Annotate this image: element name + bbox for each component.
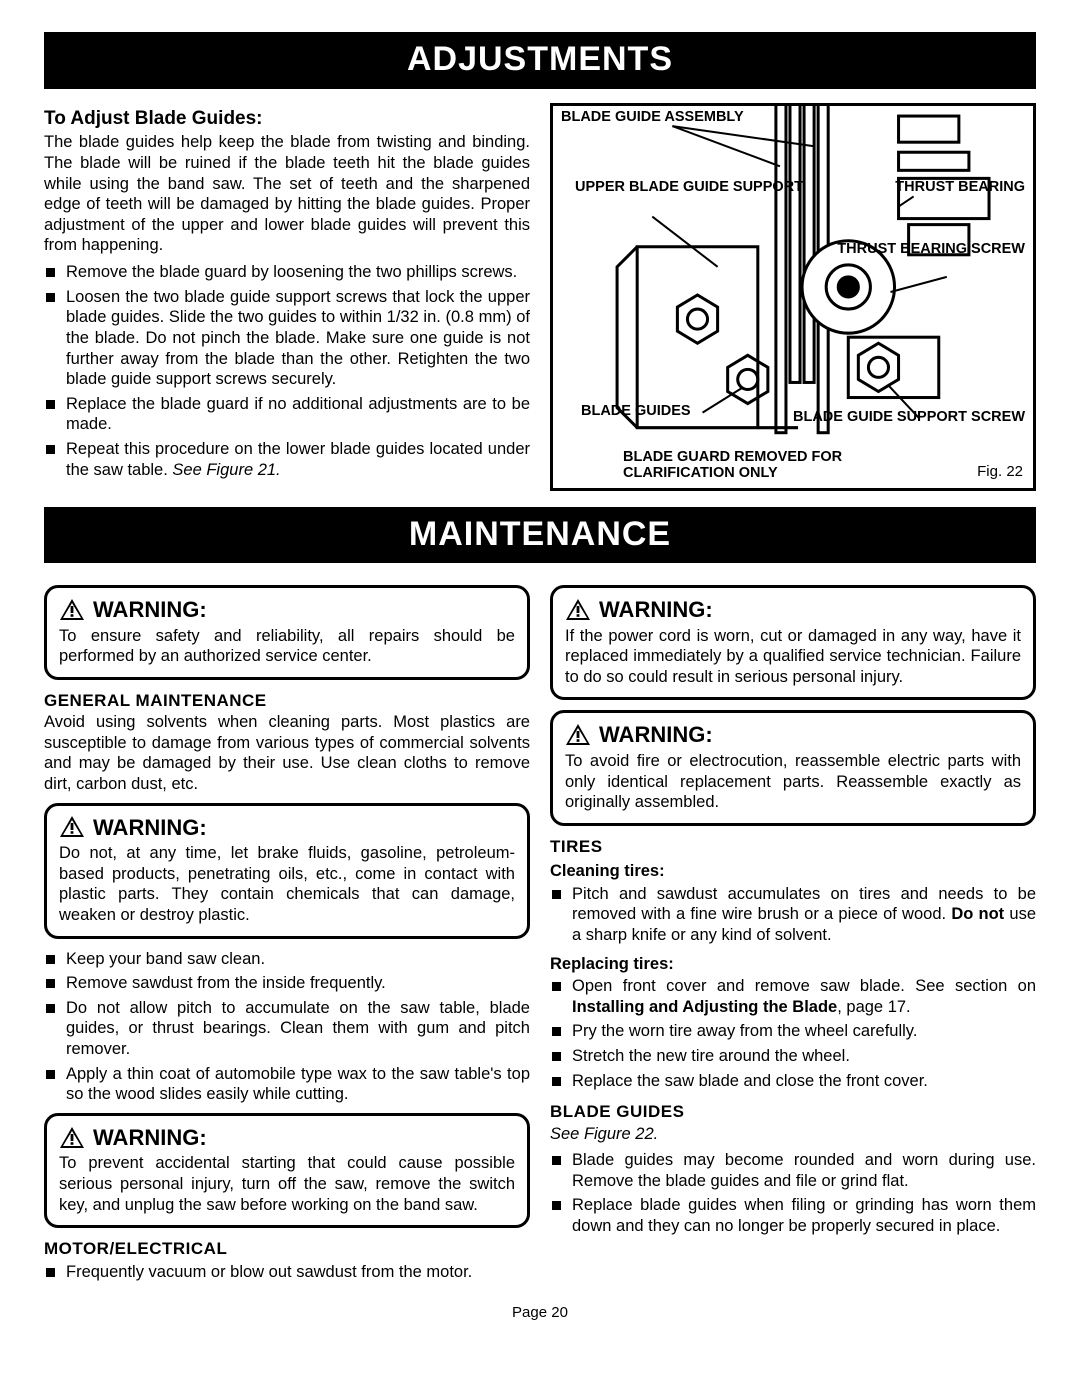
label-blade-guide-assembly: BLADE GUIDE ASSEMBLY: [561, 110, 744, 126]
label-thrust-bearing: THRUST BEARING: [895, 180, 1025, 196]
list-item: Frequently vacuum or blow out sawdust fr…: [44, 1262, 530, 1283]
adjustments-text-col: To Adjust Blade Guides: The blade guides…: [44, 103, 530, 491]
figure-col: BLADE GUIDE ASSEMBLY UPPER BLADE GUIDE S…: [550, 103, 1036, 491]
page-number: Page 20: [44, 1304, 1036, 1323]
general-maintenance-heading: GENERAL MAINTENANCE: [44, 690, 530, 711]
warning-triangle-icon: [59, 815, 85, 839]
text-bold: Do not: [951, 905, 1004, 923]
warning-label: WARNING:: [93, 1124, 207, 1152]
motor-bullets: Frequently vacuum or blow out sawdust fr…: [44, 1262, 530, 1283]
warning-label: WARNING:: [93, 596, 207, 624]
adjust-bullets: Remove the blade guard by loosening the …: [44, 262, 530, 480]
label-blade-guides: BLADE GUIDES: [581, 404, 691, 420]
list-item: Stretch the new tire around the wheel.: [550, 1046, 1036, 1067]
maintenance-left-col: WARNING: To ensure safety and reliabilit…: [44, 577, 530, 1290]
list-item: Remove the blade guard by loosening the …: [44, 262, 530, 283]
text: Open front cover and remove saw blade. S…: [572, 977, 1036, 995]
figure-caption: Fig. 22: [977, 463, 1023, 482]
warning-box: WARNING: Do not, at any time, let brake …: [44, 803, 530, 939]
warning-triangle-icon: [565, 723, 591, 747]
list-item-text: Repeat this procedure on the lower blade…: [66, 440, 530, 479]
warning-head: WARNING:: [59, 1124, 515, 1152]
adjust-intro: The blade guides help keep the blade fro…: [44, 132, 530, 256]
warning-head: WARNING:: [565, 721, 1021, 749]
warning-box: WARNING: To prevent accidental starting …: [44, 1113, 530, 1228]
list-item: Pitch and sawdust accumulates on tires a…: [550, 884, 1036, 946]
warning-triangle-icon: [565, 598, 591, 622]
replacing-tires-heading: Replacing tires:: [550, 954, 1036, 975]
list-item: Replace blade guides when filing or grin…: [550, 1195, 1036, 1236]
general-bullets: Keep your band saw clean. Remove sawdust…: [44, 949, 530, 1105]
warning-head: WARNING:: [565, 596, 1021, 624]
label-blade-guide-support-screw: BLADE GUIDE SUPPORT SCREW: [793, 410, 1025, 426]
list-item: Do not allow pitch to accumulate on the …: [44, 998, 530, 1060]
blade-guide-diagram-icon: [553, 106, 1033, 488]
adjustments-row: To Adjust Blade Guides: The blade guides…: [44, 103, 1036, 491]
section-banner-maintenance: MAINTENANCE: [44, 507, 1036, 564]
warning-label: WARNING:: [599, 721, 713, 749]
cleaning-tires-bullets: Pitch and sawdust accumulates on tires a…: [550, 884, 1036, 946]
warning-text: To prevent accidental starting that coul…: [59, 1153, 515, 1215]
label-thrust-bearing-screw: THRUST BEARING SCREW: [837, 242, 1025, 258]
warning-text: To ensure safety and reliability, all re…: [59, 626, 515, 667]
blade-guides-bullets: Blade guides may become rounded and worn…: [550, 1150, 1036, 1237]
warning-text: If the power cord is worn, cut or damage…: [565, 626, 1021, 688]
maintenance-row: WARNING: To ensure safety and reliabilit…: [44, 577, 1036, 1290]
list-item: Keep your band saw clean.: [44, 949, 530, 970]
text-bold: Installing and Adjusting the Blade: [572, 998, 837, 1016]
list-item: Replace the saw blade and close the fron…: [550, 1071, 1036, 1092]
warning-label: WARNING:: [599, 596, 713, 624]
maintenance-right-col: WARNING: If the power cord is worn, cut …: [550, 577, 1036, 1290]
warning-text: To avoid fire or electrocution, reassemb…: [565, 751, 1021, 813]
general-maintenance-para: Avoid using solvents when cleaning parts…: [44, 712, 530, 795]
motor-electrical-heading: MOTOR/ELECTRICAL: [44, 1238, 530, 1259]
warning-box: WARNING: If the power cord is worn, cut …: [550, 585, 1036, 700]
list-item: Open front cover and remove saw blade. S…: [550, 976, 1036, 1017]
warning-text: Do not, at any time, let brake fluids, g…: [59, 843, 515, 926]
list-item: Replace the blade guard if no additional…: [44, 394, 530, 435]
warning-box: WARNING: To avoid fire or electrocution,…: [550, 710, 1036, 825]
adjust-blade-guides-heading: To Adjust Blade Guides:: [44, 107, 530, 131]
replacing-tires-bullets: Open front cover and remove saw blade. S…: [550, 976, 1036, 1091]
see-figure-21: See Figure 21.: [172, 461, 280, 479]
section-banner-adjustments: ADJUSTMENTS: [44, 32, 1036, 89]
list-item: Blade guides may become rounded and worn…: [550, 1150, 1036, 1191]
warning-head: WARNING:: [59, 814, 515, 842]
text: , page 17.: [837, 998, 910, 1016]
list-item: Remove sawdust from the inside frequentl…: [44, 973, 530, 994]
list-item: Repeat this procedure on the lower blade…: [44, 439, 530, 480]
see-figure-22: See Figure 22.: [550, 1124, 1036, 1145]
cleaning-tires-heading: Cleaning tires:: [550, 861, 1036, 882]
label-blade-guard-removed: BLADE GUARD REMOVED FOR CLARIFICATION ON…: [623, 450, 883, 482]
list-item: Pry the worn tire away from the wheel ca…: [550, 1021, 1036, 1042]
tires-heading: TIRES: [550, 836, 1036, 857]
blade-guides-heading: BLADE GUIDES: [550, 1101, 1036, 1122]
list-item: Apply a thin coat of automobile type wax…: [44, 1064, 530, 1105]
warning-box: WARNING: To ensure safety and reliabilit…: [44, 585, 530, 680]
warning-head: WARNING:: [59, 596, 515, 624]
list-item: Loosen the two blade guide support screw…: [44, 287, 530, 390]
label-upper-blade-guide-support: UPPER BLADE GUIDE SUPPORT: [575, 180, 803, 196]
warning-triangle-icon: [59, 598, 85, 622]
figure-22-box: BLADE GUIDE ASSEMBLY UPPER BLADE GUIDE S…: [550, 103, 1036, 491]
warning-triangle-icon: [59, 1126, 85, 1150]
warning-label: WARNING:: [93, 814, 207, 842]
